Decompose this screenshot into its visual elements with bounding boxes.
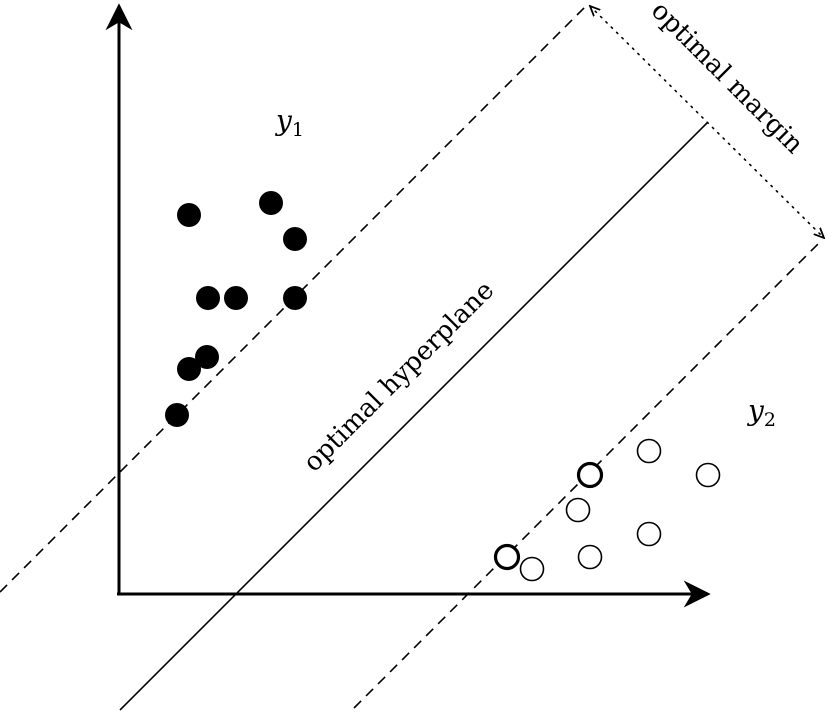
- margin-arrow: [590, 6, 824, 238]
- filled-point: [283, 286, 307, 310]
- filled-point: [283, 227, 307, 251]
- filled-point: [177, 203, 201, 227]
- support-vectors: [493, 461, 604, 571]
- hyperplane-line: [119, 122, 708, 711]
- filled-point: [195, 345, 219, 369]
- class-y1-points: [165, 191, 307, 427]
- class-y2-points: [519, 438, 721, 582]
- class-y1-subscript: 1: [292, 119, 304, 141]
- support-vector-point: [493, 543, 521, 571]
- class-y2-label: y2: [746, 394, 776, 431]
- class-y1-label: y1: [274, 104, 304, 141]
- margin-label: optimal margin: [645, 0, 809, 160]
- hollow-point: [577, 544, 603, 570]
- class-y2-subscript: 2: [764, 409, 776, 431]
- hyperplane-label: optimal hyperplane: [298, 276, 500, 478]
- filled-point: [177, 357, 201, 381]
- hollow-point: [695, 462, 721, 488]
- filled-point: [259, 191, 283, 215]
- support-vector-point: [576, 461, 604, 489]
- filled-point: [196, 286, 220, 310]
- filled-point: [165, 403, 189, 427]
- hollow-point: [636, 521, 662, 547]
- filled-point: [224, 286, 248, 310]
- hollow-point: [519, 556, 545, 582]
- hollow-point: [565, 497, 591, 523]
- hollow-point: [636, 438, 662, 464]
